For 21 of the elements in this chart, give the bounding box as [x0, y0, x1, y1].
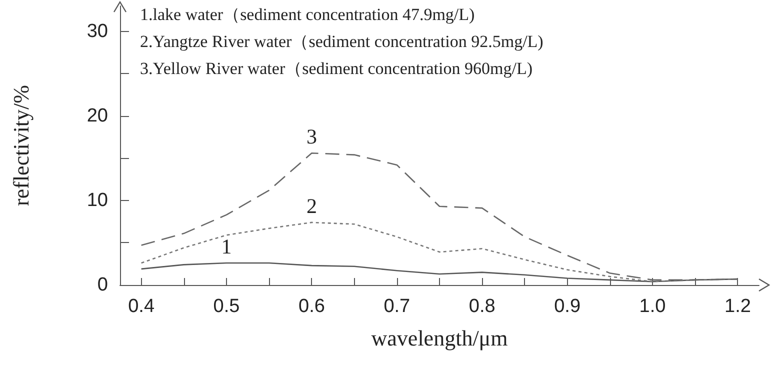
- x-tick-label: 0.9: [554, 296, 581, 317]
- series-label: 2: [306, 194, 317, 218]
- y-tick-label: 10: [86, 190, 108, 211]
- x-axis-title: wavelength/μm: [371, 326, 508, 350]
- x-tick-label: 0.6: [298, 296, 325, 317]
- y-tick-label: 0: [97, 274, 108, 296]
- x-tick-label: 0.7: [384, 296, 410, 317]
- annotation: 2.Yangtze River water（sediment concentration 92.5mg/L): [140, 32, 544, 51]
- x-tick-label: 0.8: [468, 296, 496, 317]
- x-tick-label: 1.0: [639, 296, 666, 317]
- line-series: [140, 222, 738, 282]
- x-tick-label: 0.5: [213, 296, 240, 317]
- series-label: 3: [306, 124, 317, 149]
- annotation: 1.lake water（sediment concentration 47.9mg/L): [140, 5, 475, 24]
- y-tick-label: 20: [86, 105, 108, 126]
- y-axis-title: reflectivity/%: [8, 85, 34, 206]
- x-tick-label: 1.2: [724, 296, 751, 317]
- y-tick-label: 30: [86, 20, 108, 42]
- series-label: 1: [221, 234, 232, 259]
- x-tick-label: 0.4: [128, 296, 155, 317]
- annotation: 3.Yellow River water（sediment concentration 960mg/L): [140, 59, 532, 78]
